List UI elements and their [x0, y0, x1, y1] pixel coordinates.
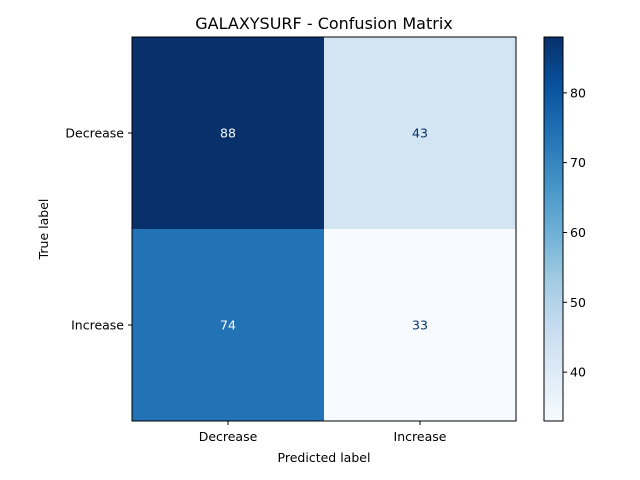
cell-value-label: 33 — [412, 318, 428, 333]
chart-title: GALAXYSURF - Confusion Matrix — [195, 14, 452, 33]
heatmap-cell — [324, 37, 516, 229]
heatmap-cell — [132, 37, 324, 229]
x-axis-ticks: Decrease Increase — [199, 421, 447, 444]
colorbar-tick-label: 50 — [570, 295, 586, 310]
cell-value-label: 74 — [220, 318, 236, 333]
x-tick-label: Decrease — [199, 429, 258, 444]
y-tick-label: Decrease — [65, 126, 124, 141]
colorbar-ticks: 40 50 60 70 80 — [563, 85, 586, 380]
colorbar-tick-label: 40 — [570, 365, 586, 380]
heatmap-cell — [132, 229, 324, 421]
heatmap-cells — [132, 37, 516, 421]
cell-value-label: 43 — [412, 126, 428, 141]
plot-frame — [131, 36, 517, 422]
colorbar-tick-label: 80 — [570, 85, 586, 100]
y-tick-label: Increase — [71, 318, 124, 333]
y-axis-ticks: Decrease Increase — [65, 126, 132, 333]
colorbar-tick-label: 70 — [570, 155, 586, 170]
y-axis-label: True label — [36, 199, 51, 261]
heatmap-cell — [324, 229, 516, 421]
colorbar-tick-label: 60 — [570, 225, 586, 240]
colorbar — [543, 36, 564, 422]
x-tick-label: Increase — [394, 429, 447, 444]
cell-value-label: 88 — [220, 126, 236, 141]
x-axis-label: Predicted label — [278, 450, 371, 465]
cell-value-labels: 88 43 74 33 — [220, 126, 428, 333]
